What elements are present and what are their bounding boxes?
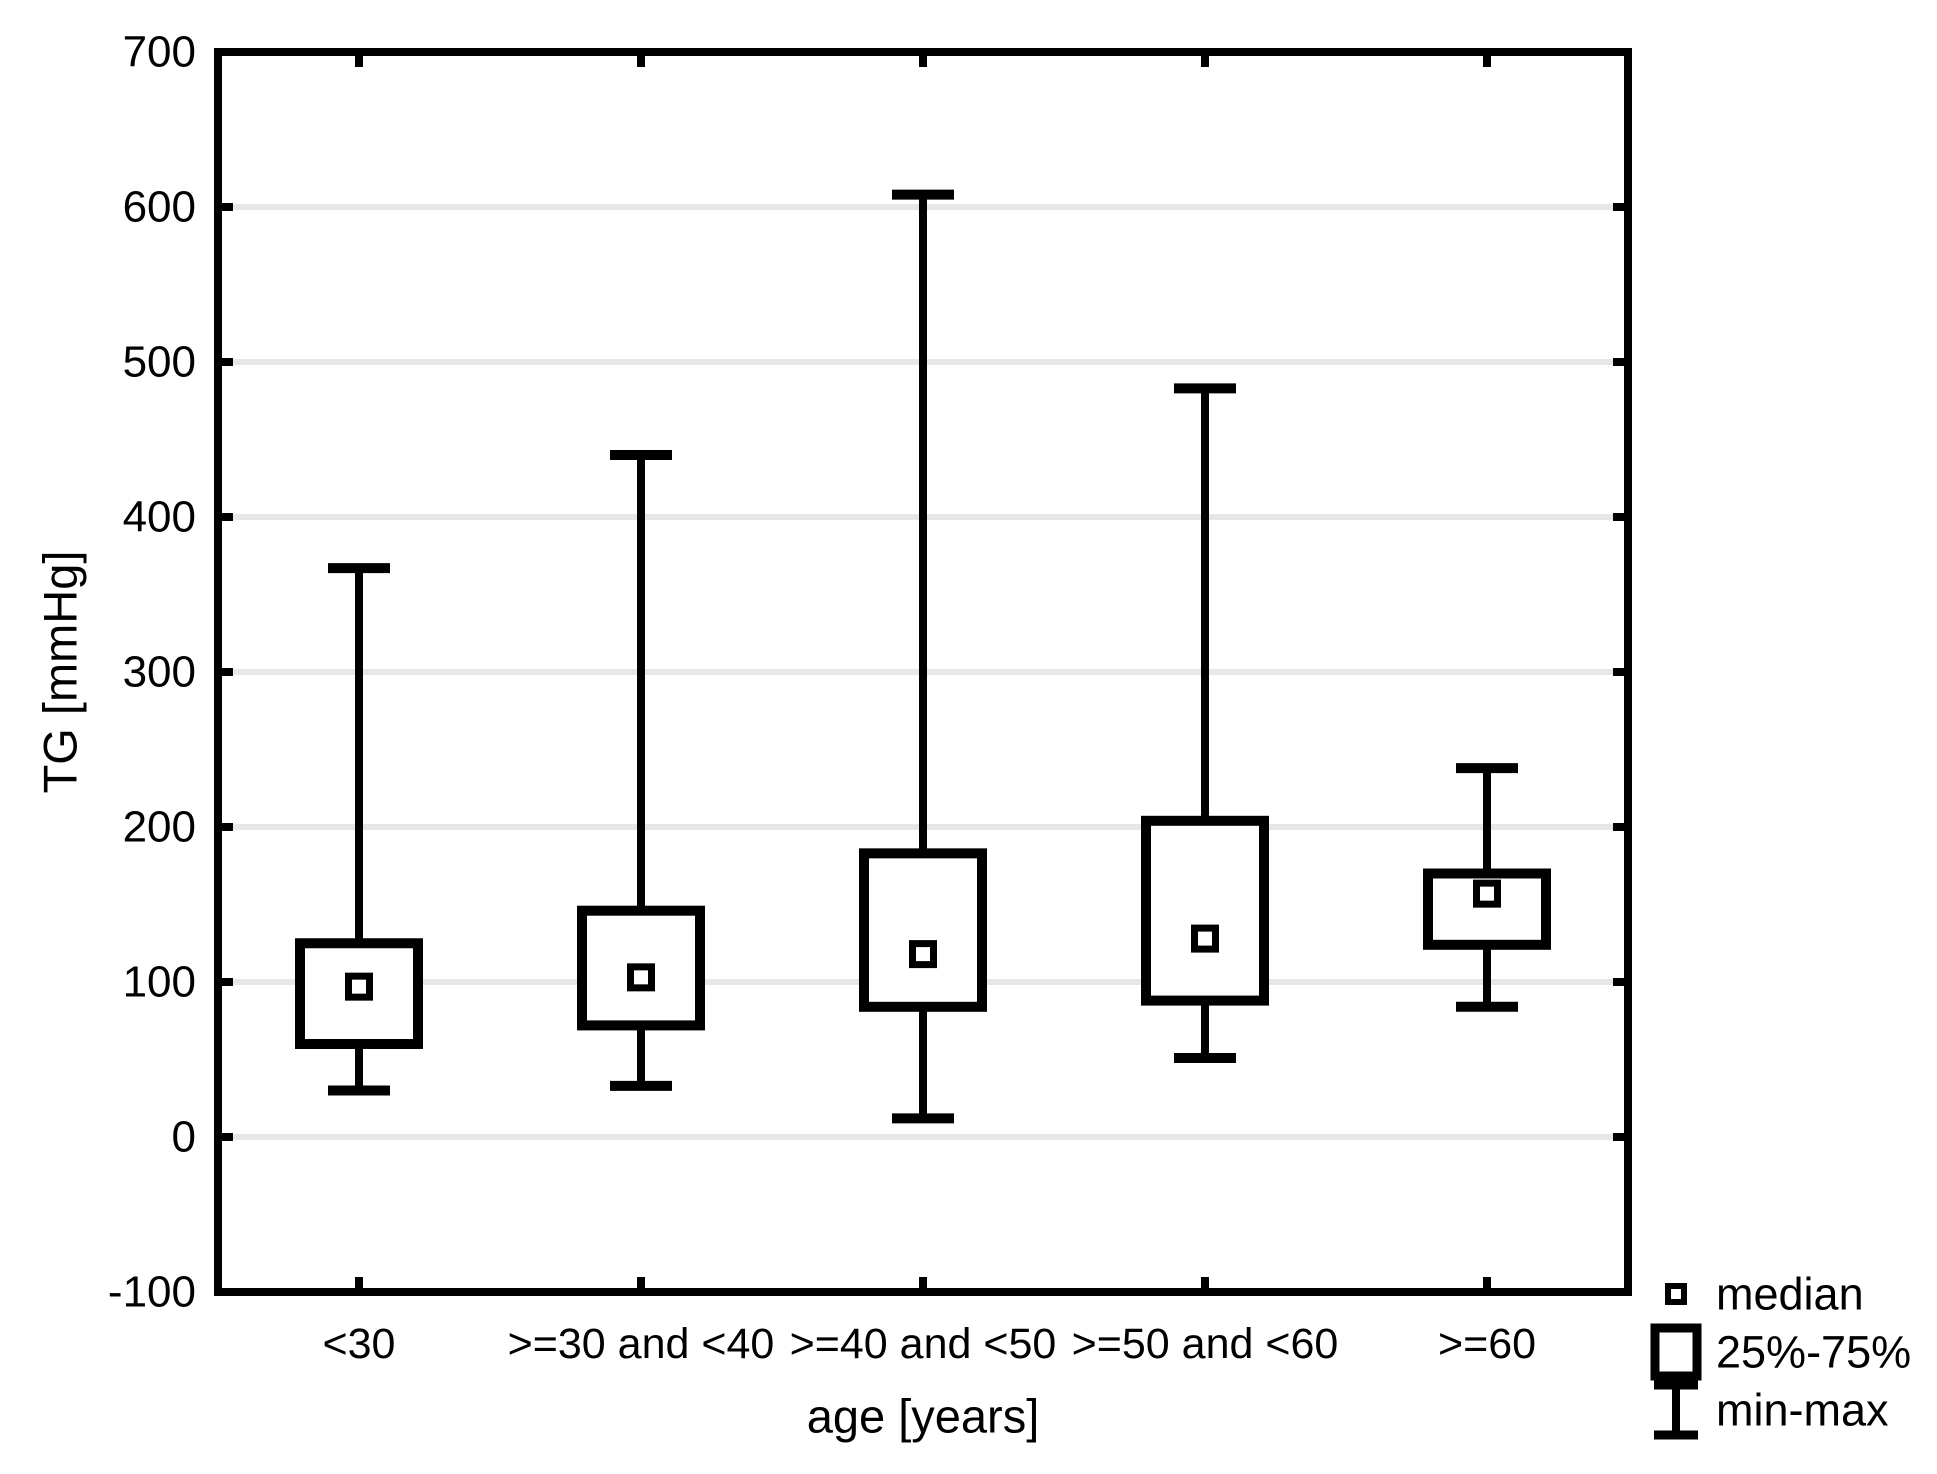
legend-label: 25%-75% bbox=[1716, 1327, 1911, 1378]
y-tick-label: 500 bbox=[123, 338, 196, 387]
y-tick-label: 700 bbox=[123, 28, 196, 77]
quartile-box bbox=[295, 938, 423, 1049]
y-tick-label: 400 bbox=[123, 493, 196, 542]
y-tick-label: 100 bbox=[123, 958, 196, 1007]
box-group bbox=[859, 189, 987, 1124]
legend-label: median bbox=[1716, 1269, 1864, 1320]
x-tick-label: >=40 and <50 bbox=[790, 1320, 1057, 1368]
median-marker bbox=[1191, 924, 1219, 953]
y-tick-label: 200 bbox=[123, 803, 196, 852]
median-marker bbox=[345, 972, 373, 1001]
x-axis-title: age [years] bbox=[807, 1390, 1040, 1443]
x-tick-label: <30 bbox=[323, 1320, 396, 1368]
median-square-icon bbox=[1665, 1283, 1687, 1305]
x-tick-label: >=50 and <60 bbox=[1072, 1320, 1339, 1368]
box-group bbox=[295, 563, 423, 1096]
x-tick-label: >=30 and <40 bbox=[508, 1320, 775, 1368]
x-tick-label: >=60 bbox=[1438, 1320, 1536, 1368]
y-tick-label: -100 bbox=[108, 1268, 196, 1317]
quartile-box bbox=[859, 848, 987, 1012]
median-marker bbox=[1473, 879, 1501, 908]
y-axis-title: TG [mmHg] bbox=[34, 551, 87, 794]
box-group bbox=[1141, 383, 1269, 1063]
box-group bbox=[577, 450, 705, 1091]
box-group bbox=[1423, 763, 1551, 1012]
median-marker bbox=[909, 940, 937, 969]
quartile-box-icon bbox=[1650, 1323, 1702, 1381]
y-tick-label: 0 bbox=[172, 1113, 196, 1162]
median-marker bbox=[627, 963, 655, 992]
quartile-box bbox=[1141, 815, 1269, 1006]
legend-label: min-max bbox=[1716, 1385, 1889, 1436]
y-tick-label: 300 bbox=[123, 648, 196, 697]
min-max-whisker-icon bbox=[1654, 1380, 1698, 1440]
y-tick-label: 600 bbox=[123, 183, 196, 232]
